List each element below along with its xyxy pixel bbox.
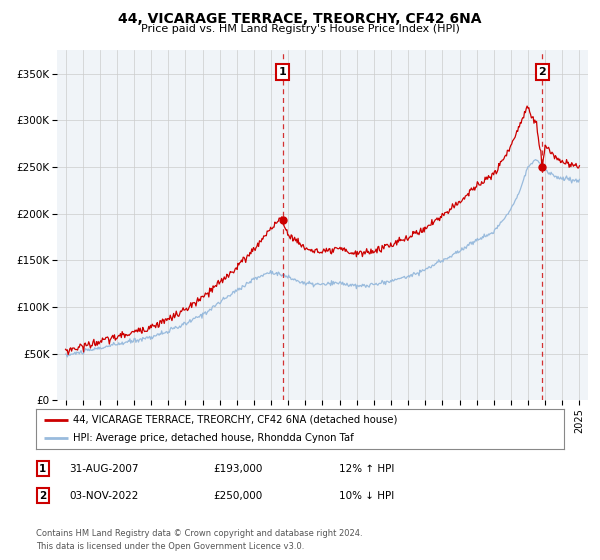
Text: Price paid vs. HM Land Registry's House Price Index (HPI): Price paid vs. HM Land Registry's House … [140,24,460,34]
Text: 31-AUG-2007: 31-AUG-2007 [69,464,139,474]
Text: £193,000: £193,000 [213,464,262,474]
Text: 1: 1 [278,67,286,77]
Text: HPI: Average price, detached house, Rhondda Cynon Taf: HPI: Average price, detached house, Rhon… [73,433,354,443]
Text: 44, VICARAGE TERRACE, TREORCHY, CF42 6NA: 44, VICARAGE TERRACE, TREORCHY, CF42 6NA [118,12,482,26]
Text: 12% ↑ HPI: 12% ↑ HPI [339,464,394,474]
Text: £250,000: £250,000 [213,491,262,501]
Text: 1: 1 [39,464,46,474]
Text: 2: 2 [538,67,546,77]
Text: Contains HM Land Registry data © Crown copyright and database right 2024.
This d: Contains HM Land Registry data © Crown c… [36,529,362,550]
Text: 2: 2 [39,491,46,501]
Text: 44, VICARAGE TERRACE, TREORCHY, CF42 6NA (detached house): 44, VICARAGE TERRACE, TREORCHY, CF42 6NA… [73,415,397,424]
Text: 03-NOV-2022: 03-NOV-2022 [69,491,139,501]
Text: 10% ↓ HPI: 10% ↓ HPI [339,491,394,501]
